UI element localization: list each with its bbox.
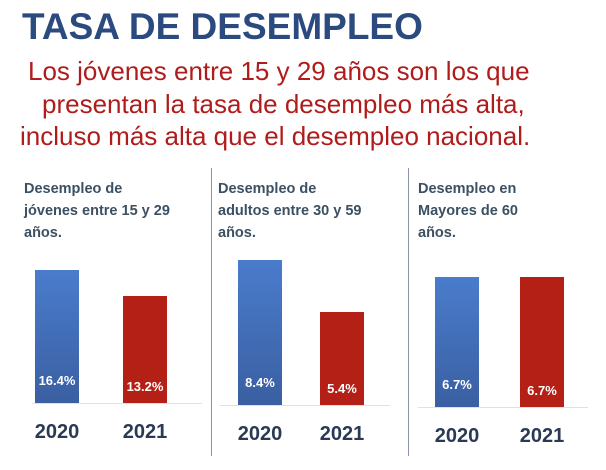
x-tick-label: 2020 (434, 425, 480, 447)
x-tick-label: 2021 (519, 425, 565, 447)
x-axis-baseline (32, 403, 202, 404)
bar-2020 (238, 260, 282, 405)
bar-value-label: 8.4% (245, 375, 275, 390)
x-tick-label: 2020 (34, 421, 80, 443)
chart-title: Desempleo de adultos entre 30 y 59 años. (218, 178, 361, 244)
chart-panel-2: Desempleo de adultos entre 30 y 59 años. 8.… (218, 170, 413, 460)
x-axis-baseline (220, 405, 390, 406)
page-title: TASA DE DESEMPLEO (22, 6, 423, 47)
chart-title-line: Desempleo en (418, 181, 517, 197)
panel-divider (408, 168, 409, 456)
bar-2021 (520, 277, 564, 407)
chart-title: Desempleo de jóvenes entre 15 y 29 años. (24, 178, 170, 244)
x-tick-label: 2020 (237, 423, 283, 445)
bar-2021 (320, 311, 364, 405)
chart-title-line: Desempleo de (218, 181, 317, 197)
chart-panel-3: Desempleo en Mayores de 60 años. 6.7% 2020 6.… (418, 170, 606, 460)
chart-title: Desempleo en Mayores de 60 años. (418, 178, 518, 244)
chart-title-line: años. (24, 225, 62, 241)
subtitle-line-3: incluso más alta que el desempleo nacion… (20, 121, 531, 151)
chart-title-line: adultos entre 30 y 59 (218, 203, 362, 219)
x-tick-label: 2021 (319, 423, 365, 445)
bar-2021 (123, 295, 167, 403)
x-tick-label: 2021 (122, 421, 168, 443)
bar-value-label: 16.4% (38, 373, 76, 388)
bar-value-label: 6.7% (527, 383, 557, 398)
bar-2020 (35, 270, 79, 403)
bar-2020 (435, 277, 479, 407)
chart-title-line: años. (418, 225, 456, 241)
chart-title-line: jóvenes entre 15 y 29 (24, 203, 170, 219)
bar-value-label: 6.7% (442, 377, 472, 392)
subtitle-line-2: presentan la tasa de desempleo más alta, (42, 89, 525, 119)
bar-value-label: 5.4% (327, 381, 357, 396)
x-axis-baseline (418, 407, 588, 408)
bar-value-label: 13.2% (126, 379, 164, 394)
chart-title-line: años. (218, 225, 256, 241)
chart-panel-1: Desempleo de jóvenes entre 15 y 29 años. 16… (24, 170, 219, 460)
panel-divider (211, 168, 212, 456)
subtitle-line-1: Los jóvenes entre 15 y 29 años son los q… (28, 56, 530, 86)
chart-title-line: Desempleo de (24, 181, 123, 197)
chart-title-line: Mayores de 60 (418, 203, 518, 219)
